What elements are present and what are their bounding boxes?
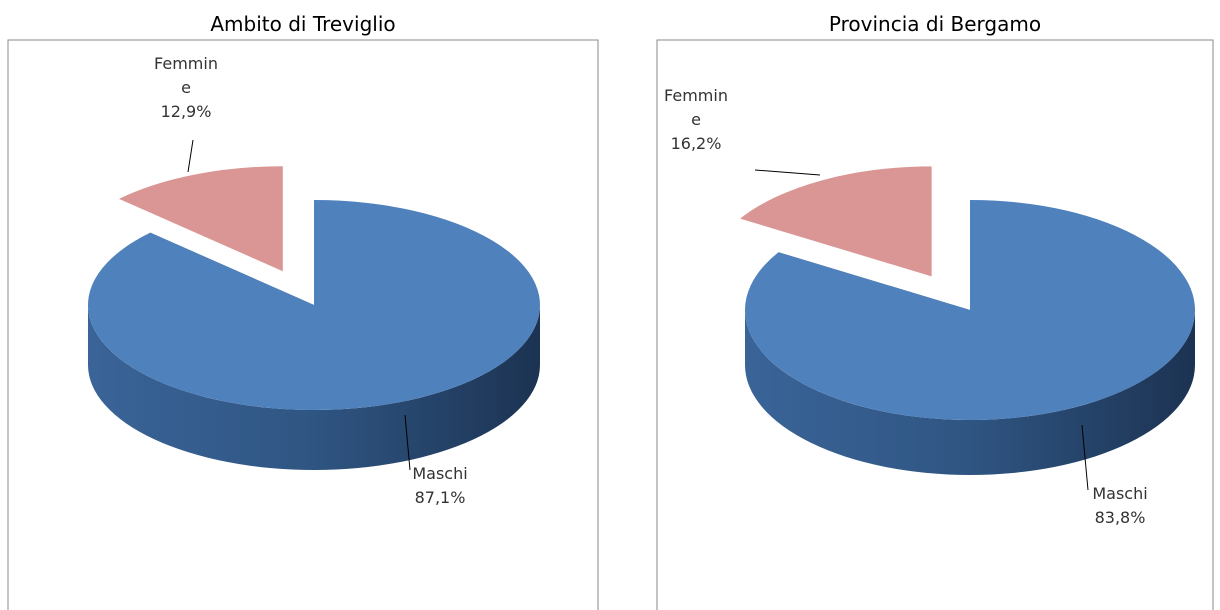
slice-part xyxy=(740,166,932,277)
pie-slice xyxy=(744,200,1195,475)
category-label: Maschi xyxy=(412,464,468,483)
category-label: Femmine xyxy=(664,86,728,129)
leader-line xyxy=(404,414,411,471)
chart-frame xyxy=(7,39,599,610)
data-label: Femmine 12,9% xyxy=(150,52,222,124)
value-label: 12,9% xyxy=(160,102,212,121)
pie-slice xyxy=(119,166,283,272)
slice-part xyxy=(87,200,540,410)
pie-slice xyxy=(87,200,540,470)
leader-line xyxy=(187,139,194,173)
chart-title: Ambito di Treviglio xyxy=(210,12,396,36)
slice-part xyxy=(88,305,540,470)
category-label: Femmine xyxy=(154,54,218,97)
data-label: Maschi 83,8% xyxy=(1080,482,1160,530)
slice-part xyxy=(119,166,283,272)
value-label: 87,1% xyxy=(414,488,466,507)
data-label: Maschi 87,1% xyxy=(400,462,480,510)
chart-frame xyxy=(656,39,1214,610)
value-label: 83,8% xyxy=(1094,508,1146,527)
value-label: 16,2% xyxy=(670,134,722,153)
leader-line xyxy=(1081,424,1089,491)
category-label: Maschi xyxy=(1092,484,1148,503)
pie-slice xyxy=(740,166,932,277)
data-label: Femmine 16,2% xyxy=(660,84,732,156)
leader-line xyxy=(754,169,821,176)
chart-title: Provincia di Bergamo xyxy=(828,12,1042,36)
slice-part xyxy=(744,200,1195,420)
